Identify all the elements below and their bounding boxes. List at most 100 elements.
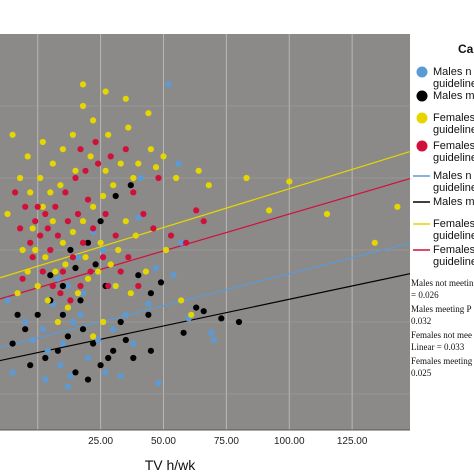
data-point-series-3 [142,268,149,275]
data-point-series-2 [135,272,142,279]
legend-entry-label-line2: guideline [433,182,474,194]
data-point-series-4 [122,146,129,153]
data-point-series-3 [100,318,107,326]
data-point-series-2 [110,347,117,354]
data-point-series-2 [22,326,29,333]
data-point-series-4 [49,282,56,290]
data-point-series-2 [59,282,66,290]
data-point-series-2 [127,182,134,189]
data-point-series-3 [147,146,154,153]
data-point-series-3 [90,333,97,340]
x-tick-label: 75.00 [214,436,239,447]
data-points [4,81,401,390]
data-point-series-1 [44,347,51,354]
data-point-series-1 [79,290,87,297]
legend-entry-label: Males m [433,196,474,208]
data-point-series-3 [64,304,71,311]
fit-line-series-1 [0,242,411,349]
data-point-series-2 [117,318,124,326]
data-point-series-2 [84,239,92,246]
r2-note: 0.025 [411,368,432,378]
data-point-series-4 [69,254,76,261]
data-point-series-1 [29,336,36,344]
data-point-series-3 [145,110,152,117]
legend-entry-label-line2: guideline [433,230,474,242]
data-point-series-3 [9,131,16,138]
data-point-series-4 [12,189,19,196]
data-point-series-1 [165,81,172,88]
data-point-series-3 [178,297,185,304]
legend-entry-label: Females [433,140,474,152]
data-point-series-3 [27,189,34,196]
data-point-series-1 [100,246,107,254]
x-tick-label: 50.00 [151,436,176,447]
data-point-series-4 [107,153,114,160]
data-point-series-3 [95,268,102,275]
data-point-series-2 [14,311,21,318]
data-point-series-2 [218,315,225,322]
data-point-series-3 [4,210,11,218]
r2-note: = 0.026 [411,290,439,300]
data-point-series-2 [122,336,129,344]
data-point-series-3 [394,203,401,210]
data-point-series-4 [112,232,119,239]
data-point-series-4 [155,174,162,182]
data-point-series-3 [72,167,79,174]
r2-note: 0.032 [411,316,431,326]
data-point-series-4 [22,203,29,210]
data-point-series-2 [77,297,84,304]
data-point-series-2 [180,329,187,336]
data-point-series-3 [24,268,31,275]
data-point-series-3 [160,153,167,160]
data-point-series-2 [54,347,62,354]
data-point-series-4 [87,268,94,275]
data-point-series-3 [29,225,36,232]
data-point-series-2 [64,333,71,340]
data-point-series-3 [243,174,250,182]
data-point-series-2 [112,192,119,200]
data-point-series-3 [371,239,378,246]
data-point-series-1 [122,311,129,318]
data-point-series-2 [105,354,112,362]
data-point-series-4 [17,225,24,232]
legend-entry-label: Males n [433,170,472,182]
data-point-series-3 [102,167,109,174]
data-point-series-3 [34,282,41,290]
data-point-series-3 [69,131,76,138]
data-point-series-2 [97,362,104,369]
data-point-series-1 [84,354,92,362]
data-point-series-1 [54,275,62,282]
data-point-series-1 [69,318,76,326]
data-point-series-1 [102,369,109,376]
data-point-series-2 [67,246,74,254]
data-point-series-3 [52,268,59,275]
data-point-series-4 [32,218,39,225]
data-point-series-4 [67,297,74,304]
data-point-series-3 [125,124,132,131]
data-point-series-2 [235,318,243,326]
data-point-series-3 [14,290,21,297]
data-point-series-3 [24,153,31,160]
fit-line-series-3 [0,151,411,279]
data-point-series-2 [157,279,165,286]
data-point-series-4 [57,290,64,297]
data-point-series-4 [44,225,51,232]
legend-title: Ca [458,42,474,56]
data-point-series-3 [84,275,92,282]
data-point-series-4 [117,268,124,275]
data-point-series-3 [44,297,51,304]
data-point-series-2 [193,304,200,311]
data-point-series-4 [42,210,49,218]
data-point-series-2 [200,308,207,315]
data-point-series-4 [52,203,59,210]
r2-note: Males not meetin [411,278,474,288]
fit-line-series-4 [0,178,411,300]
fit-lines [0,151,411,362]
data-point-series-3 [19,246,26,254]
data-point-series-3 [59,239,66,246]
data-point-series-1 [178,239,185,246]
data-point-series-3 [82,254,89,261]
data-point-series-4 [34,203,41,210]
data-point-series-1 [74,254,82,261]
data-point-series-4 [90,225,97,232]
